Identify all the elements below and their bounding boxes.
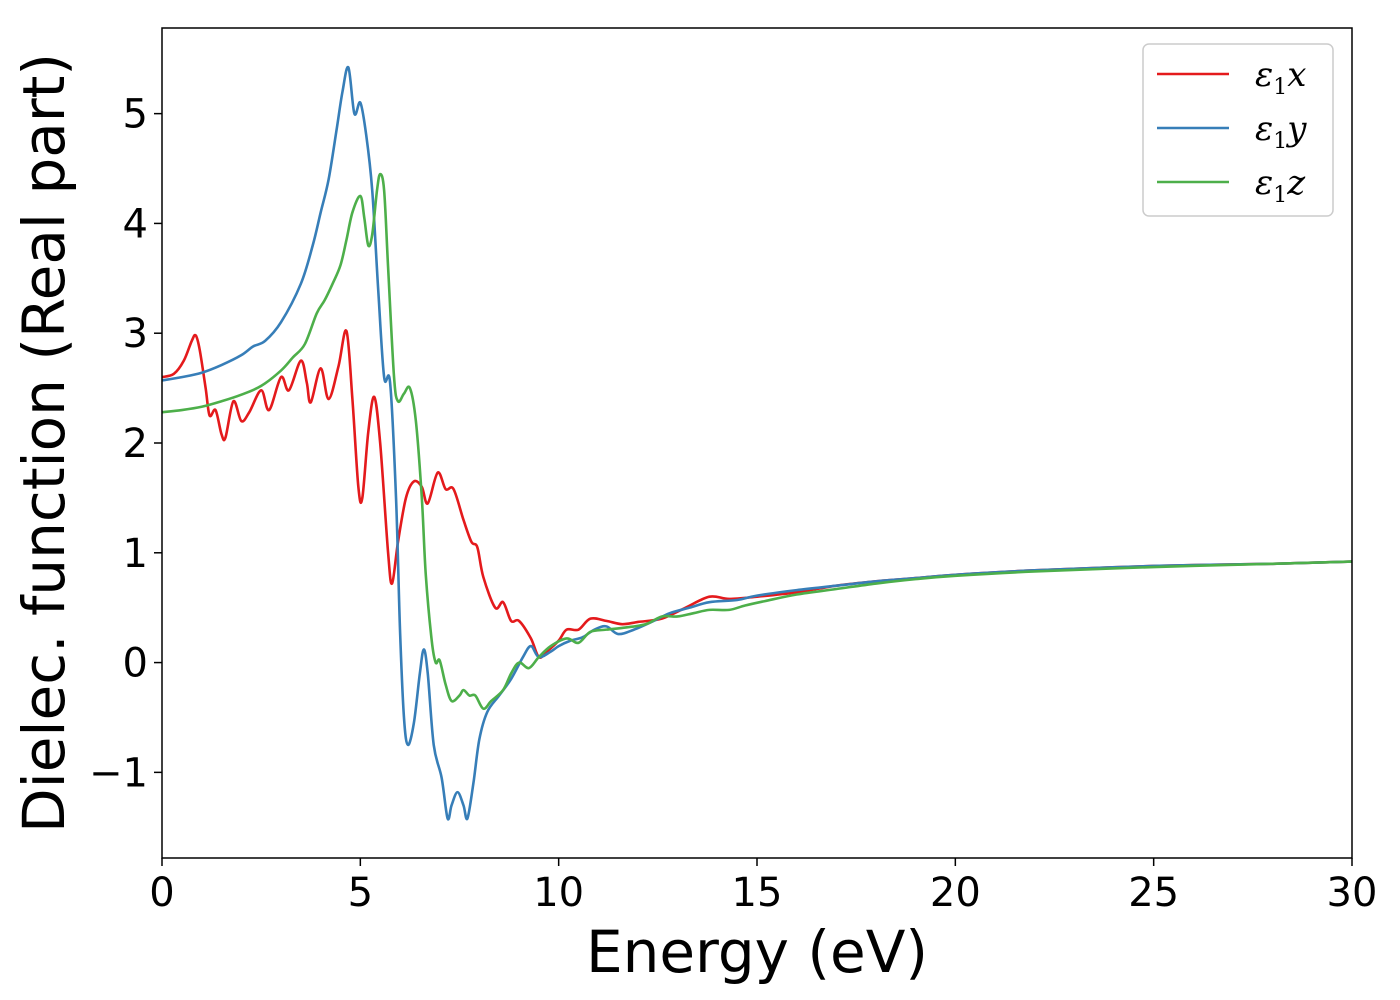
x-tick-label: 10 — [533, 870, 584, 916]
x-tick-label: 30 — [1327, 870, 1378, 916]
y-tick-label: 0 — [123, 641, 148, 687]
series-line-y — [162, 65, 1352, 821]
legend-box — [1142, 43, 1334, 217]
y-axis-title: Dielec. function (Real part) — [10, 53, 78, 833]
x-axis: 0 5 10 15 20 25 30 — [149, 858, 1377, 916]
x-tick-label: 5 — [348, 870, 373, 916]
series-line-z — [162, 172, 1352, 711]
series-layer — [162, 65, 1352, 821]
y-tick-label: 4 — [123, 201, 148, 247]
x-tick-label: 20 — [930, 870, 981, 916]
legend-label-y: ε1y — [1255, 109, 1307, 154]
y-tick-label: 3 — [123, 311, 148, 357]
y-tick-label: 2 — [123, 421, 148, 467]
x-tick-label: 25 — [1128, 870, 1179, 916]
y-axis: −1 0 1 2 3 4 5 — [89, 92, 162, 796]
x-axis-title: Energy (eV) — [586, 918, 928, 986]
legend-label-x: ε1x — [1255, 55, 1306, 100]
legend-label-z: ε1z — [1255, 163, 1306, 208]
x-tick-label: 15 — [732, 870, 783, 916]
y-tick-label: 1 — [123, 531, 148, 577]
legend: ε1x ε1y ε1z — [1142, 43, 1334, 217]
y-tick-label: 5 — [123, 92, 148, 138]
x-tick-label: 0 — [149, 870, 174, 916]
y-tick-label: −1 — [89, 750, 148, 796]
